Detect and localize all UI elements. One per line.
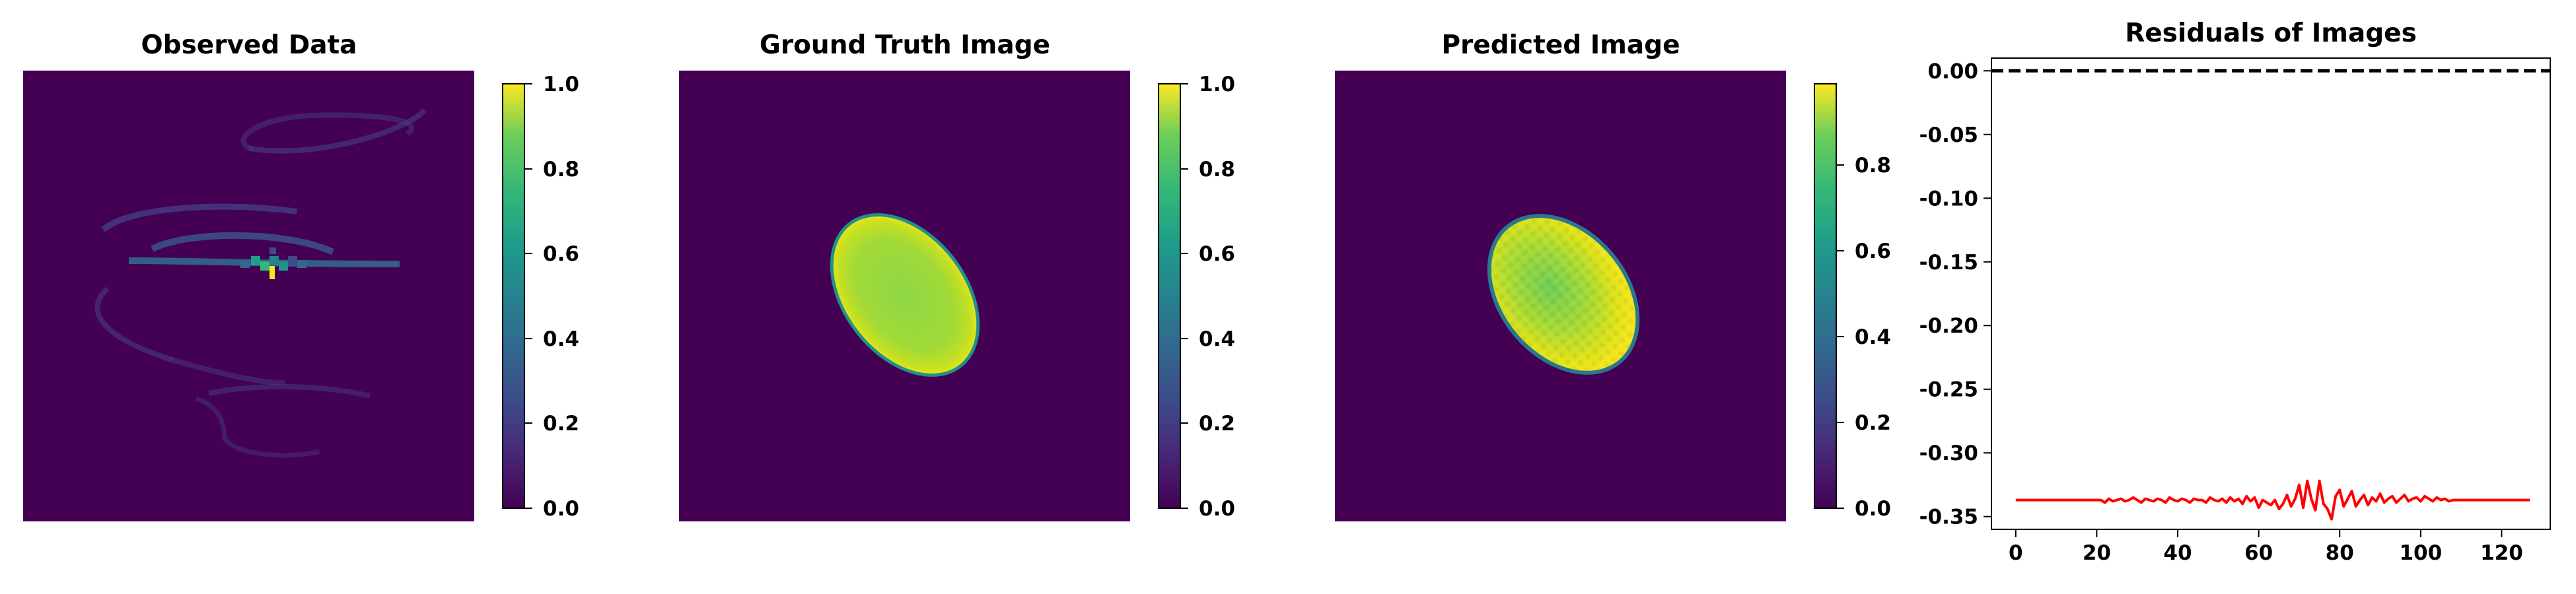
y-tick-label: -0.15	[1919, 251, 1978, 275]
plot-series	[1991, 69, 2550, 521]
y-tick-label: -0.30	[1919, 442, 1978, 465]
observed-arcs	[94, 108, 427, 458]
panel-title: Residuals of Images	[2125, 18, 2417, 48]
arc-2	[240, 112, 414, 152]
tick-label: 0.6	[1199, 242, 1235, 266]
arc-5	[128, 257, 400, 268]
arc-4	[151, 232, 335, 255]
tick-label: 0.2	[543, 412, 579, 436]
y-tick-label: -0.05	[1919, 123, 1978, 147]
y-tick-label: -0.10	[1919, 187, 1978, 211]
arc-6	[94, 286, 176, 364]
tick-label: 1.0	[543, 73, 579, 96]
y-tick-label: 0.00	[1928, 59, 1979, 83]
panel-title: Observed Data	[141, 30, 357, 60]
colorbar-ticks	[1836, 164, 1844, 509]
colorbar-ticks	[1180, 83, 1188, 509]
arc-1	[248, 108, 427, 154]
panel-ground-truth: Ground Truth Image 0.0 0.2 0.4 0.6 0.8 1…	[679, 30, 1235, 521]
arc-8	[208, 383, 373, 399]
tick-label: 0.4	[1855, 325, 1891, 349]
tick-label: 0.8	[1199, 158, 1235, 182]
panel-observed-data: Observed Data	[23, 30, 579, 521]
residual-line	[2015, 479, 2530, 521]
observed-bright-core	[240, 248, 306, 279]
arc-9	[195, 396, 320, 458]
predicted-ellipse	[1487, 214, 1640, 375]
x-tick-label: 0	[2009, 541, 2023, 565]
x-tick-label: 120	[2480, 541, 2523, 565]
tick-label: 0.0	[1199, 497, 1235, 521]
tick-label: 0.0	[1855, 497, 1891, 521]
arc-3	[101, 203, 298, 232]
tick-label: 0.2	[1199, 412, 1235, 436]
colorbar-observed: 0.0 0.2 0.4 0.6 0.8 1.0	[502, 73, 579, 521]
tick-label: 0.8	[1855, 154, 1891, 178]
x-tick-label: 80	[2326, 541, 2354, 565]
tick-label: 0.4	[543, 327, 579, 351]
arc-7	[168, 356, 287, 386]
ground-truth-ellipse	[830, 213, 980, 377]
x-tick-label: 100	[2399, 541, 2442, 565]
colorbar-predicted: 0.0 0.2 0.4 0.6 0.8	[1814, 83, 1891, 521]
tick-label: 0.2	[1855, 411, 1891, 435]
y-tick-label: -0.20	[1919, 314, 1978, 338]
tick-label: 0.8	[543, 158, 579, 182]
panel-title: Ground Truth Image	[760, 30, 1050, 60]
x-tick-label: 40	[2163, 541, 2192, 565]
x-tick-label: 20	[2083, 541, 2111, 565]
y-tick-label: -0.25	[1919, 378, 1978, 402]
colorbar-ground-truth: 0.0 0.2 0.4 0.6 0.8 1.0	[1158, 73, 1235, 521]
tick-label: 0.6	[1855, 240, 1891, 263]
panel-residuals: Residuals of Images 0 20 40 60 80 100 120 0.00 -…	[1919, 18, 2551, 565]
panel-title: Predicted Image	[1441, 30, 1680, 60]
tick-label: 0.0	[543, 497, 579, 521]
plot-frame	[1991, 57, 2551, 530]
tick-label: 0.6	[543, 242, 579, 266]
panel-predicted: Predicted Image 0.0 0.2 0.4 0.6 0.8	[1335, 30, 1891, 521]
tick-label: 1.0	[1199, 73, 1235, 96]
colorbar-ticks	[524, 83, 532, 509]
x-tick-label: 60	[2244, 541, 2273, 565]
tick-label: 0.4	[1199, 327, 1235, 351]
y-tick-label: -0.35	[1919, 506, 1978, 529]
axis-ticks: 0 20 40 60 80 100 120 0.00 -0.05 -0.10 -0.15 -0.20 -…	[1919, 59, 2523, 565]
